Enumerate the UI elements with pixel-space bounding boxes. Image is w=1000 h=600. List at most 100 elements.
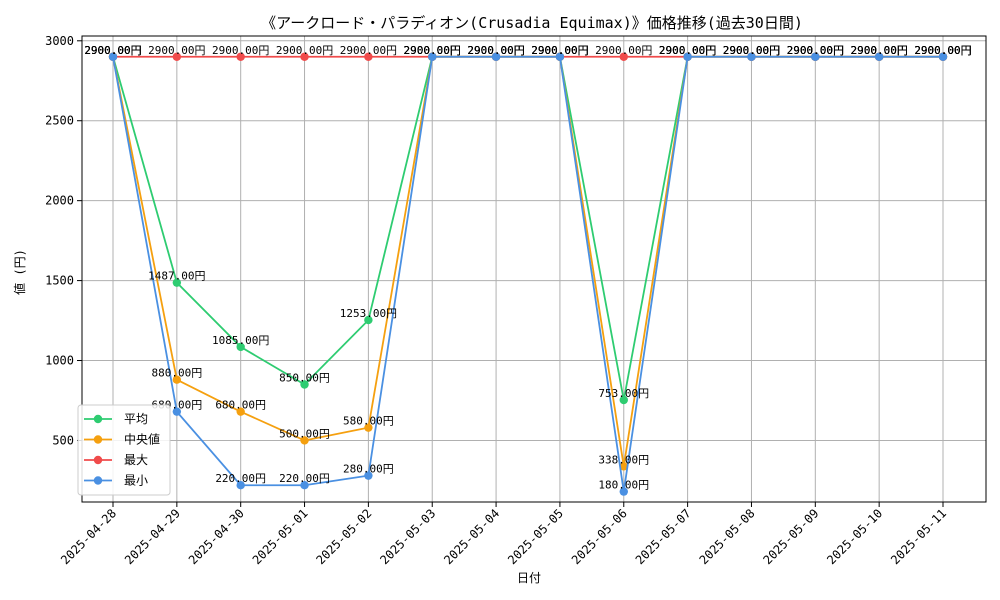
x-axis: 2025-04-28 2025-04-29 2025-04-30 2025-05-01… xyxy=(58,502,949,567)
series-line xyxy=(112,55,943,492)
data-point xyxy=(874,52,884,61)
x-tick-label: 2025-05-02 xyxy=(314,506,375,567)
data-point xyxy=(172,52,182,61)
data-label: 1253.00円 xyxy=(340,307,397,320)
x-tick-label: 2025-04-29 xyxy=(122,506,183,567)
data-label: 680.00円 xyxy=(215,399,266,412)
data-point xyxy=(491,52,501,61)
y-tick-label: 2000 xyxy=(45,194,74,208)
data-point xyxy=(619,487,628,496)
data-label: 753.00円 xyxy=(598,387,649,400)
series-group xyxy=(108,52,948,496)
data-label: 2900.00円 xyxy=(148,44,205,57)
data-point xyxy=(236,52,245,61)
y-axis: 500 1000 1500 2000 2500 3000 xyxy=(45,34,82,447)
data-label: 220.00円 xyxy=(279,472,330,485)
data-label: 2900.00円 xyxy=(404,44,461,57)
data-label: 2900.00円 xyxy=(723,44,780,57)
data-label: 338.00円 xyxy=(598,453,649,466)
data-labels: 2900.00円 1487.00円 1085.00円 850.00円 1253.00円 2… xyxy=(84,44,971,492)
data-point xyxy=(172,375,182,384)
data-label: 2900.00円 xyxy=(787,44,844,57)
data-label: 2900.00円 xyxy=(723,44,780,57)
data-label: 2900.00円 xyxy=(850,44,907,57)
legend-label: 中央値 xyxy=(124,432,160,447)
x-tick-label: 2025-05-08 xyxy=(697,506,758,567)
x-tick-label: 2025-05-04 xyxy=(441,506,502,567)
data-label: 2900.00円 xyxy=(595,44,652,57)
data-label: 1487.00円 xyxy=(148,270,205,283)
data-label: 880.00円 xyxy=(151,367,202,380)
x-tick-label: 2025-05-01 xyxy=(250,506,311,567)
data-label: 2900.00円 xyxy=(212,44,269,57)
y-tick-label: 1500 xyxy=(45,274,74,288)
data-label: 2900.00円 xyxy=(787,44,844,57)
data-label: 850.00円 xyxy=(279,372,330,385)
data-point xyxy=(619,395,628,405)
data-label: 2900.00円 xyxy=(404,44,461,57)
legend-marker xyxy=(93,455,103,465)
data-label: 2900.00円 xyxy=(340,44,397,57)
x-axis-label: 日付 xyxy=(517,571,541,585)
legend-label: 最大 xyxy=(124,453,148,467)
data-point xyxy=(364,315,373,325)
data-point xyxy=(938,52,948,61)
data-label: 2900.00円 xyxy=(467,44,524,57)
data-label: 2900.00円 xyxy=(914,44,971,57)
data-point xyxy=(236,481,245,490)
data-point xyxy=(683,52,692,61)
data-label: 2900.00円 xyxy=(84,44,141,57)
data-point xyxy=(236,407,245,416)
legend-label: 最小 xyxy=(124,474,148,488)
data-label: 500.00円 xyxy=(279,427,330,440)
data-point xyxy=(364,52,373,61)
data-label: 180.00円 xyxy=(598,479,649,492)
data-label: 2900.00円 xyxy=(531,44,588,57)
data-label: 2900.00円 xyxy=(659,44,716,57)
data-point xyxy=(811,52,820,61)
data-label: 2900.00円 xyxy=(84,44,141,57)
data-label: 2900.00円 xyxy=(914,44,971,57)
data-point xyxy=(619,462,628,471)
y-tick-label: 1000 xyxy=(45,354,74,368)
legend-label: 平均 xyxy=(124,412,148,426)
x-tick-label: 2025-04-30 xyxy=(186,506,247,567)
data-point xyxy=(300,380,309,389)
x-tick-label: 2025-05-09 xyxy=(760,506,821,567)
data-point xyxy=(300,436,309,445)
data-label: 2900.00円 xyxy=(84,44,141,57)
data-label: 2900.00円 xyxy=(914,44,971,57)
data-label: 2900.00円 xyxy=(850,44,907,57)
data-point xyxy=(300,52,309,61)
data-point xyxy=(300,481,309,490)
legend-marker xyxy=(93,435,103,444)
data-point xyxy=(619,52,628,61)
data-label: 2900.00円 xyxy=(723,44,780,57)
data-point xyxy=(364,423,373,432)
data-label: 2900.00円 xyxy=(84,44,141,57)
plot-frame xyxy=(81,35,987,503)
data-point xyxy=(747,52,756,61)
y-tick-label: 2500 xyxy=(45,114,74,128)
data-label: 2900.00円 xyxy=(404,44,461,57)
legend-box xyxy=(77,404,171,496)
x-tick-label: 2025-05-03 xyxy=(377,506,438,567)
legend-marker xyxy=(93,476,103,485)
data-point xyxy=(364,471,373,480)
data-label: 2900.00円 xyxy=(787,44,844,57)
y-tick-label: 3000 xyxy=(45,34,74,48)
data-label: 1085.00円 xyxy=(212,334,269,347)
data-label: 2900.00円 xyxy=(531,44,588,57)
chart-title: 《アークロード・パラディオン(Crusadia Equimax)》価格推移(過去… xyxy=(261,14,803,32)
data-point xyxy=(172,407,182,416)
x-tick-label: 2025-05-11 xyxy=(888,506,949,567)
data-label: 2900.00円 xyxy=(723,44,780,57)
data-label: 220.00円 xyxy=(215,472,266,485)
x-tick-label: 2025-05-10 xyxy=(824,506,885,567)
grid-lines xyxy=(82,36,986,502)
y-tick-label: 500 xyxy=(52,433,74,447)
data-label: 2900.00円 xyxy=(531,44,588,57)
data-label: 2900.00円 xyxy=(787,44,844,57)
x-tick-label: 2025-04-28 xyxy=(58,506,119,567)
